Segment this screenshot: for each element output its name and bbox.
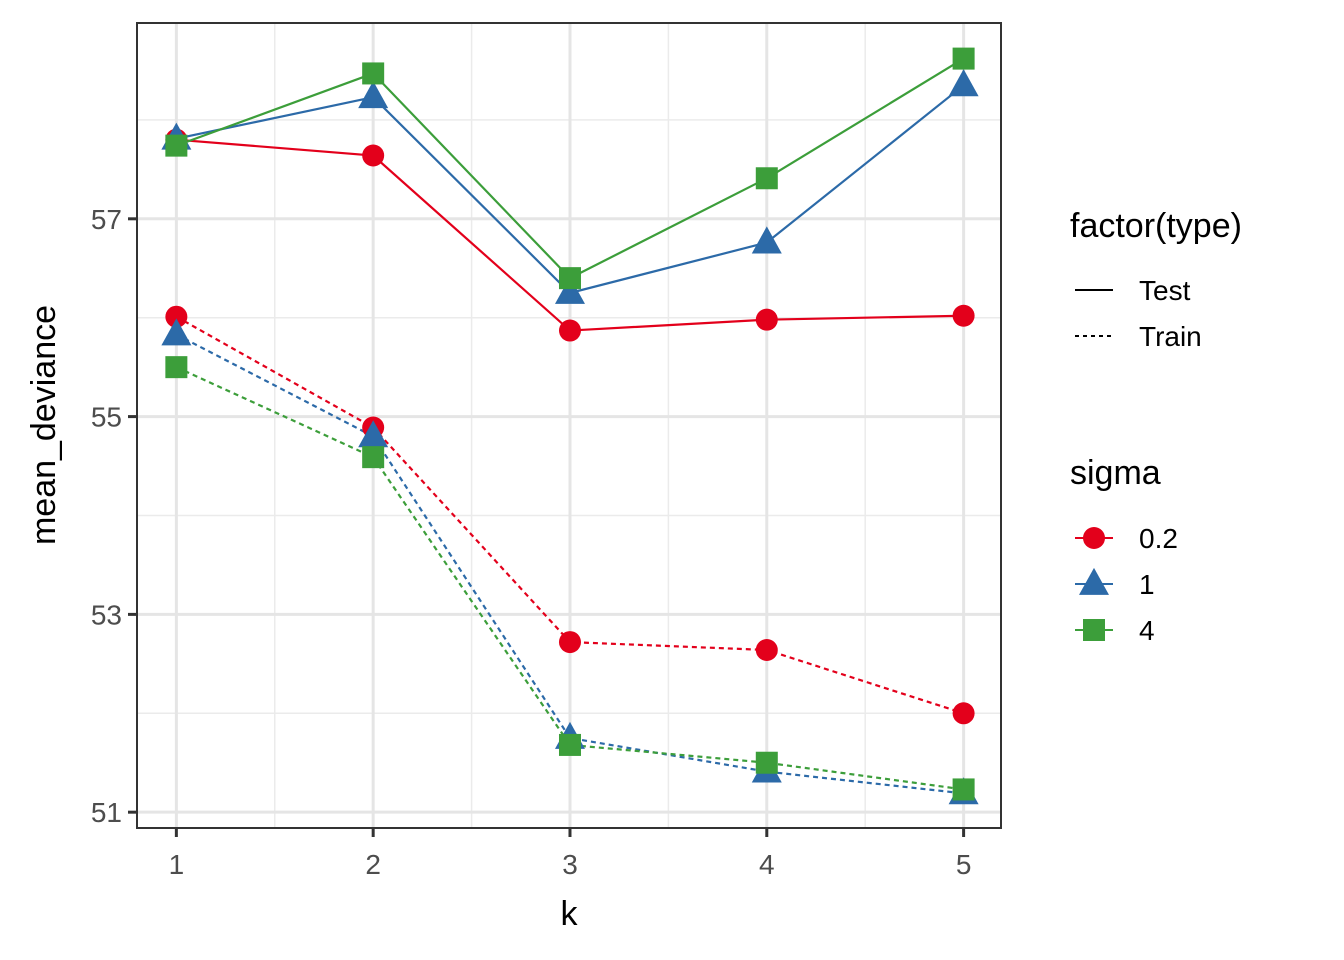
y-tick-label: 55 xyxy=(91,402,122,433)
data-point-0-2-test-k2 xyxy=(362,144,385,167)
legend-type-title: factor(type) xyxy=(1070,207,1242,245)
x-tick-label: 5 xyxy=(956,849,972,880)
y-tick-label: 51 xyxy=(91,797,122,828)
data-point-4-test-k4 xyxy=(755,167,778,190)
data-point-1-test-k5 xyxy=(948,69,979,97)
data-point-1-train-k2 xyxy=(358,420,389,448)
axis-ticks xyxy=(128,217,966,837)
legend-sigma: sigma 0.2 1 4 xyxy=(1070,454,1178,646)
data-point-4-train-k4 xyxy=(755,751,778,774)
legend-key-circle-icon xyxy=(1083,527,1105,549)
x-tick-label: 3 xyxy=(562,849,578,880)
legend-type: factor(type) Test Train xyxy=(1070,207,1242,352)
legend-sigma-label-4: 4 xyxy=(1139,615,1155,646)
x-tick-label: 2 xyxy=(365,849,381,880)
series-line-4-train xyxy=(175,366,964,791)
data-point-0-2-train-k3 xyxy=(558,631,581,654)
data-point-4-train-k3 xyxy=(558,733,581,756)
legend-type-label-train: Train xyxy=(1139,321,1202,352)
data-point-4-train-k2 xyxy=(362,446,385,469)
series-points xyxy=(161,47,979,805)
data-point-4-test-k3 xyxy=(558,267,581,290)
legend-key-triangle-icon xyxy=(1079,567,1109,595)
legend-key-square-icon xyxy=(1083,619,1105,641)
data-point-1-test-k2 xyxy=(358,81,389,109)
data-point-4-train-k5 xyxy=(952,778,975,801)
series-line-1-train xyxy=(175,333,964,795)
data-point-1-test-k4 xyxy=(751,226,782,254)
data-point-4-test-k5 xyxy=(952,47,975,70)
x-axis-title: k xyxy=(561,895,579,933)
data-point-0-2-test-k4 xyxy=(755,308,778,331)
x-tick-label: 1 xyxy=(169,849,185,880)
x-tick-labels: 1 2 3 4 5 xyxy=(169,849,972,880)
data-point-0-2-test-k3 xyxy=(558,319,581,342)
data-point-0-2-train-k5 xyxy=(952,702,975,725)
legend-type-label-test: Test xyxy=(1139,275,1191,306)
y-tick-label: 53 xyxy=(91,599,122,630)
data-point-0-2-test-k5 xyxy=(952,304,975,327)
data-point-0-2-train-k4 xyxy=(755,638,778,661)
legend-sigma-label-1: 1 xyxy=(1139,569,1155,600)
data-point-1-test-k3 xyxy=(554,276,585,304)
data-point-4-train-k1 xyxy=(165,356,188,379)
y-tick-label: 57 xyxy=(91,204,122,235)
x-tick-label: 4 xyxy=(759,849,775,880)
data-point-0-2-train-k1 xyxy=(165,305,188,328)
legend-sigma-label-0-2: 0.2 xyxy=(1139,523,1178,554)
data-point-4-test-k2 xyxy=(362,62,385,85)
data-point-1-train-k1 xyxy=(161,318,192,346)
legend-sigma-title: sigma xyxy=(1070,454,1161,492)
data-point-4-test-k1 xyxy=(165,134,188,157)
y-tick-labels: 51 53 55 57 xyxy=(91,204,122,828)
y-axis-title: mean_deviance xyxy=(25,305,63,545)
